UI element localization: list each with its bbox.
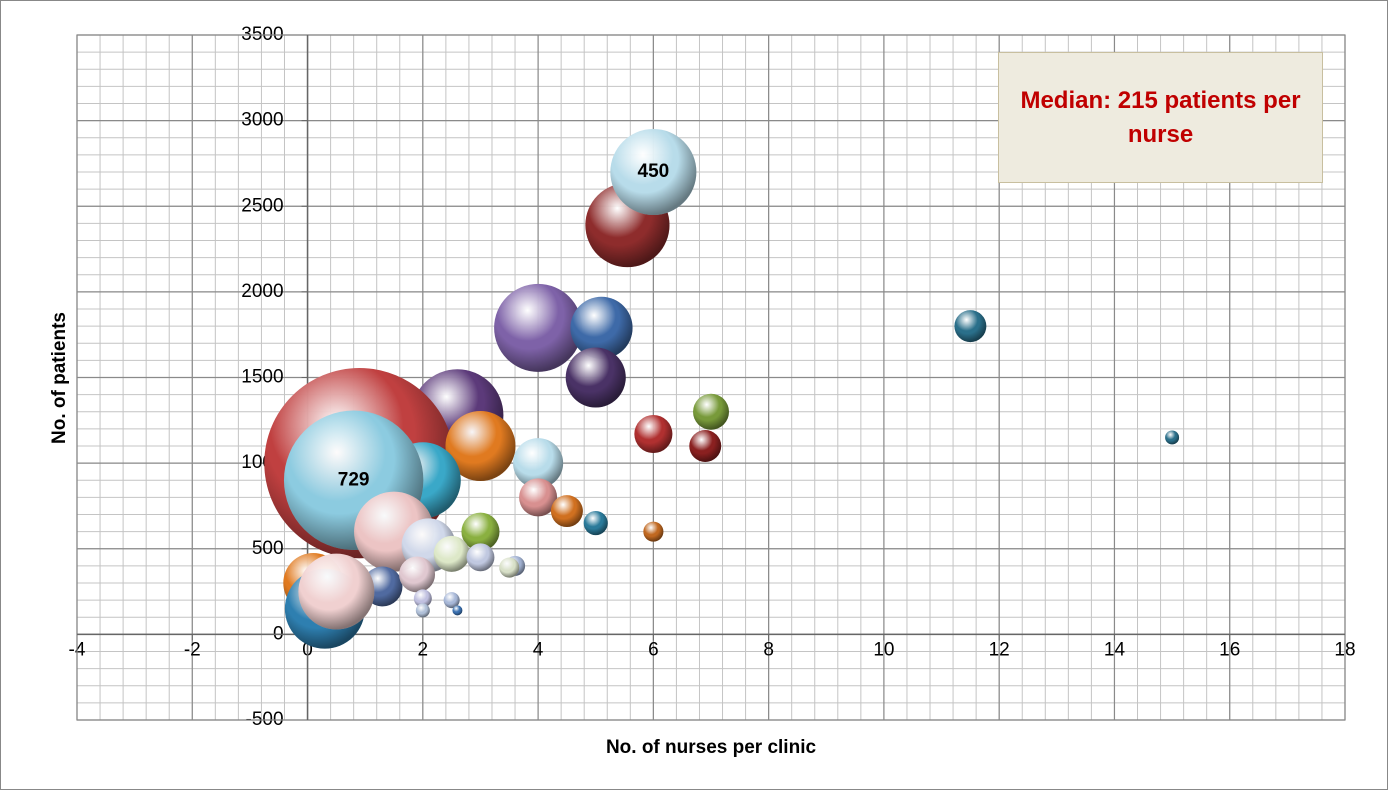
data-label: 729 — [338, 469, 370, 490]
bubble-shade — [433, 535, 470, 572]
bubble-shade — [413, 589, 432, 608]
bubble-shade — [466, 543, 495, 572]
bubble-shade — [550, 495, 583, 528]
bubbles — [264, 128, 1180, 649]
bubble-shade — [693, 393, 729, 430]
x-tick-label: 8 — [763, 639, 774, 660]
x-axis-title: No. of nurses per clinic — [606, 737, 817, 758]
bubble-shade — [570, 296, 633, 359]
bubble-shade — [634, 414, 673, 454]
data-label: 450 — [638, 161, 670, 182]
x-tick-label: 16 — [1219, 639, 1240, 660]
bubble-shade — [643, 521, 664, 542]
y-tick-label: 2500 — [241, 195, 283, 216]
bubble-shade — [565, 347, 626, 408]
bubble-shade — [583, 511, 608, 536]
annotation: Median: 215 patients per nurse — [998, 52, 1323, 183]
y-tick-label: 3000 — [241, 110, 283, 131]
bubble-shade — [443, 592, 460, 609]
y-tick-label: 2000 — [241, 281, 283, 302]
x-tick-label: 6 — [648, 639, 659, 660]
x-tick-label: -2 — [184, 639, 201, 660]
bubble-shade — [461, 512, 500, 551]
bubble-shade — [445, 411, 516, 481]
plot-border — [76, 34, 1346, 721]
x-tick-label: 4 — [533, 639, 544, 660]
bubble-shade — [415, 603, 430, 618]
bubble-shade — [1165, 430, 1180, 445]
bubble-shade — [954, 310, 987, 343]
bubble-shade — [494, 283, 583, 372]
x-tick-label: 10 — [873, 639, 894, 660]
bubble-shade — [399, 556, 436, 593]
bubble-shade — [499, 557, 520, 578]
y-tick-label: 1500 — [241, 367, 283, 388]
y-axis-title: No. of patients — [49, 312, 70, 444]
bubble-shade — [513, 438, 564, 489]
bubble-shade — [610, 128, 697, 216]
bubble-shade — [519, 478, 558, 517]
bubble-shade — [298, 553, 375, 630]
x-tick-label: 14 — [1104, 639, 1126, 660]
x-tick-label: 12 — [989, 639, 1010, 660]
bubble-shade — [452, 605, 463, 616]
labels: 450 729 — [338, 161, 669, 490]
y-tick-label: 500 — [252, 538, 284, 559]
bubble-shade — [689, 430, 722, 462]
x-tick-label: 2 — [418, 639, 429, 660]
